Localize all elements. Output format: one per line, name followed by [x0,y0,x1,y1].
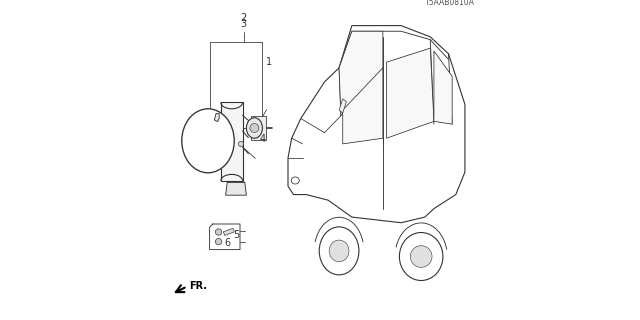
Ellipse shape [291,177,300,184]
Ellipse shape [329,240,349,262]
Polygon shape [288,26,465,223]
Text: 2: 2 [241,12,247,23]
Polygon shape [226,182,246,195]
Polygon shape [339,31,383,116]
Bar [221,102,243,181]
Text: 3: 3 [241,19,247,29]
Polygon shape [387,48,434,138]
Text: 5: 5 [234,230,240,240]
Text: 6: 6 [224,238,230,248]
Circle shape [215,229,222,235]
Polygon shape [339,99,346,113]
Text: FR.: FR. [189,281,207,291]
Ellipse shape [410,246,432,267]
Ellipse shape [182,109,234,173]
Bar [223,228,234,236]
Circle shape [215,238,222,245]
Ellipse shape [399,233,443,281]
Polygon shape [434,51,452,124]
Circle shape [239,141,244,147]
Text: T5AAB0810A: T5AAB0810A [426,0,475,7]
Bar [251,116,266,140]
Polygon shape [343,68,383,144]
Ellipse shape [319,227,359,275]
Text: 1: 1 [266,57,272,68]
Circle shape [250,124,259,132]
Polygon shape [214,114,219,122]
Ellipse shape [246,118,262,138]
Text: 4: 4 [259,134,266,144]
